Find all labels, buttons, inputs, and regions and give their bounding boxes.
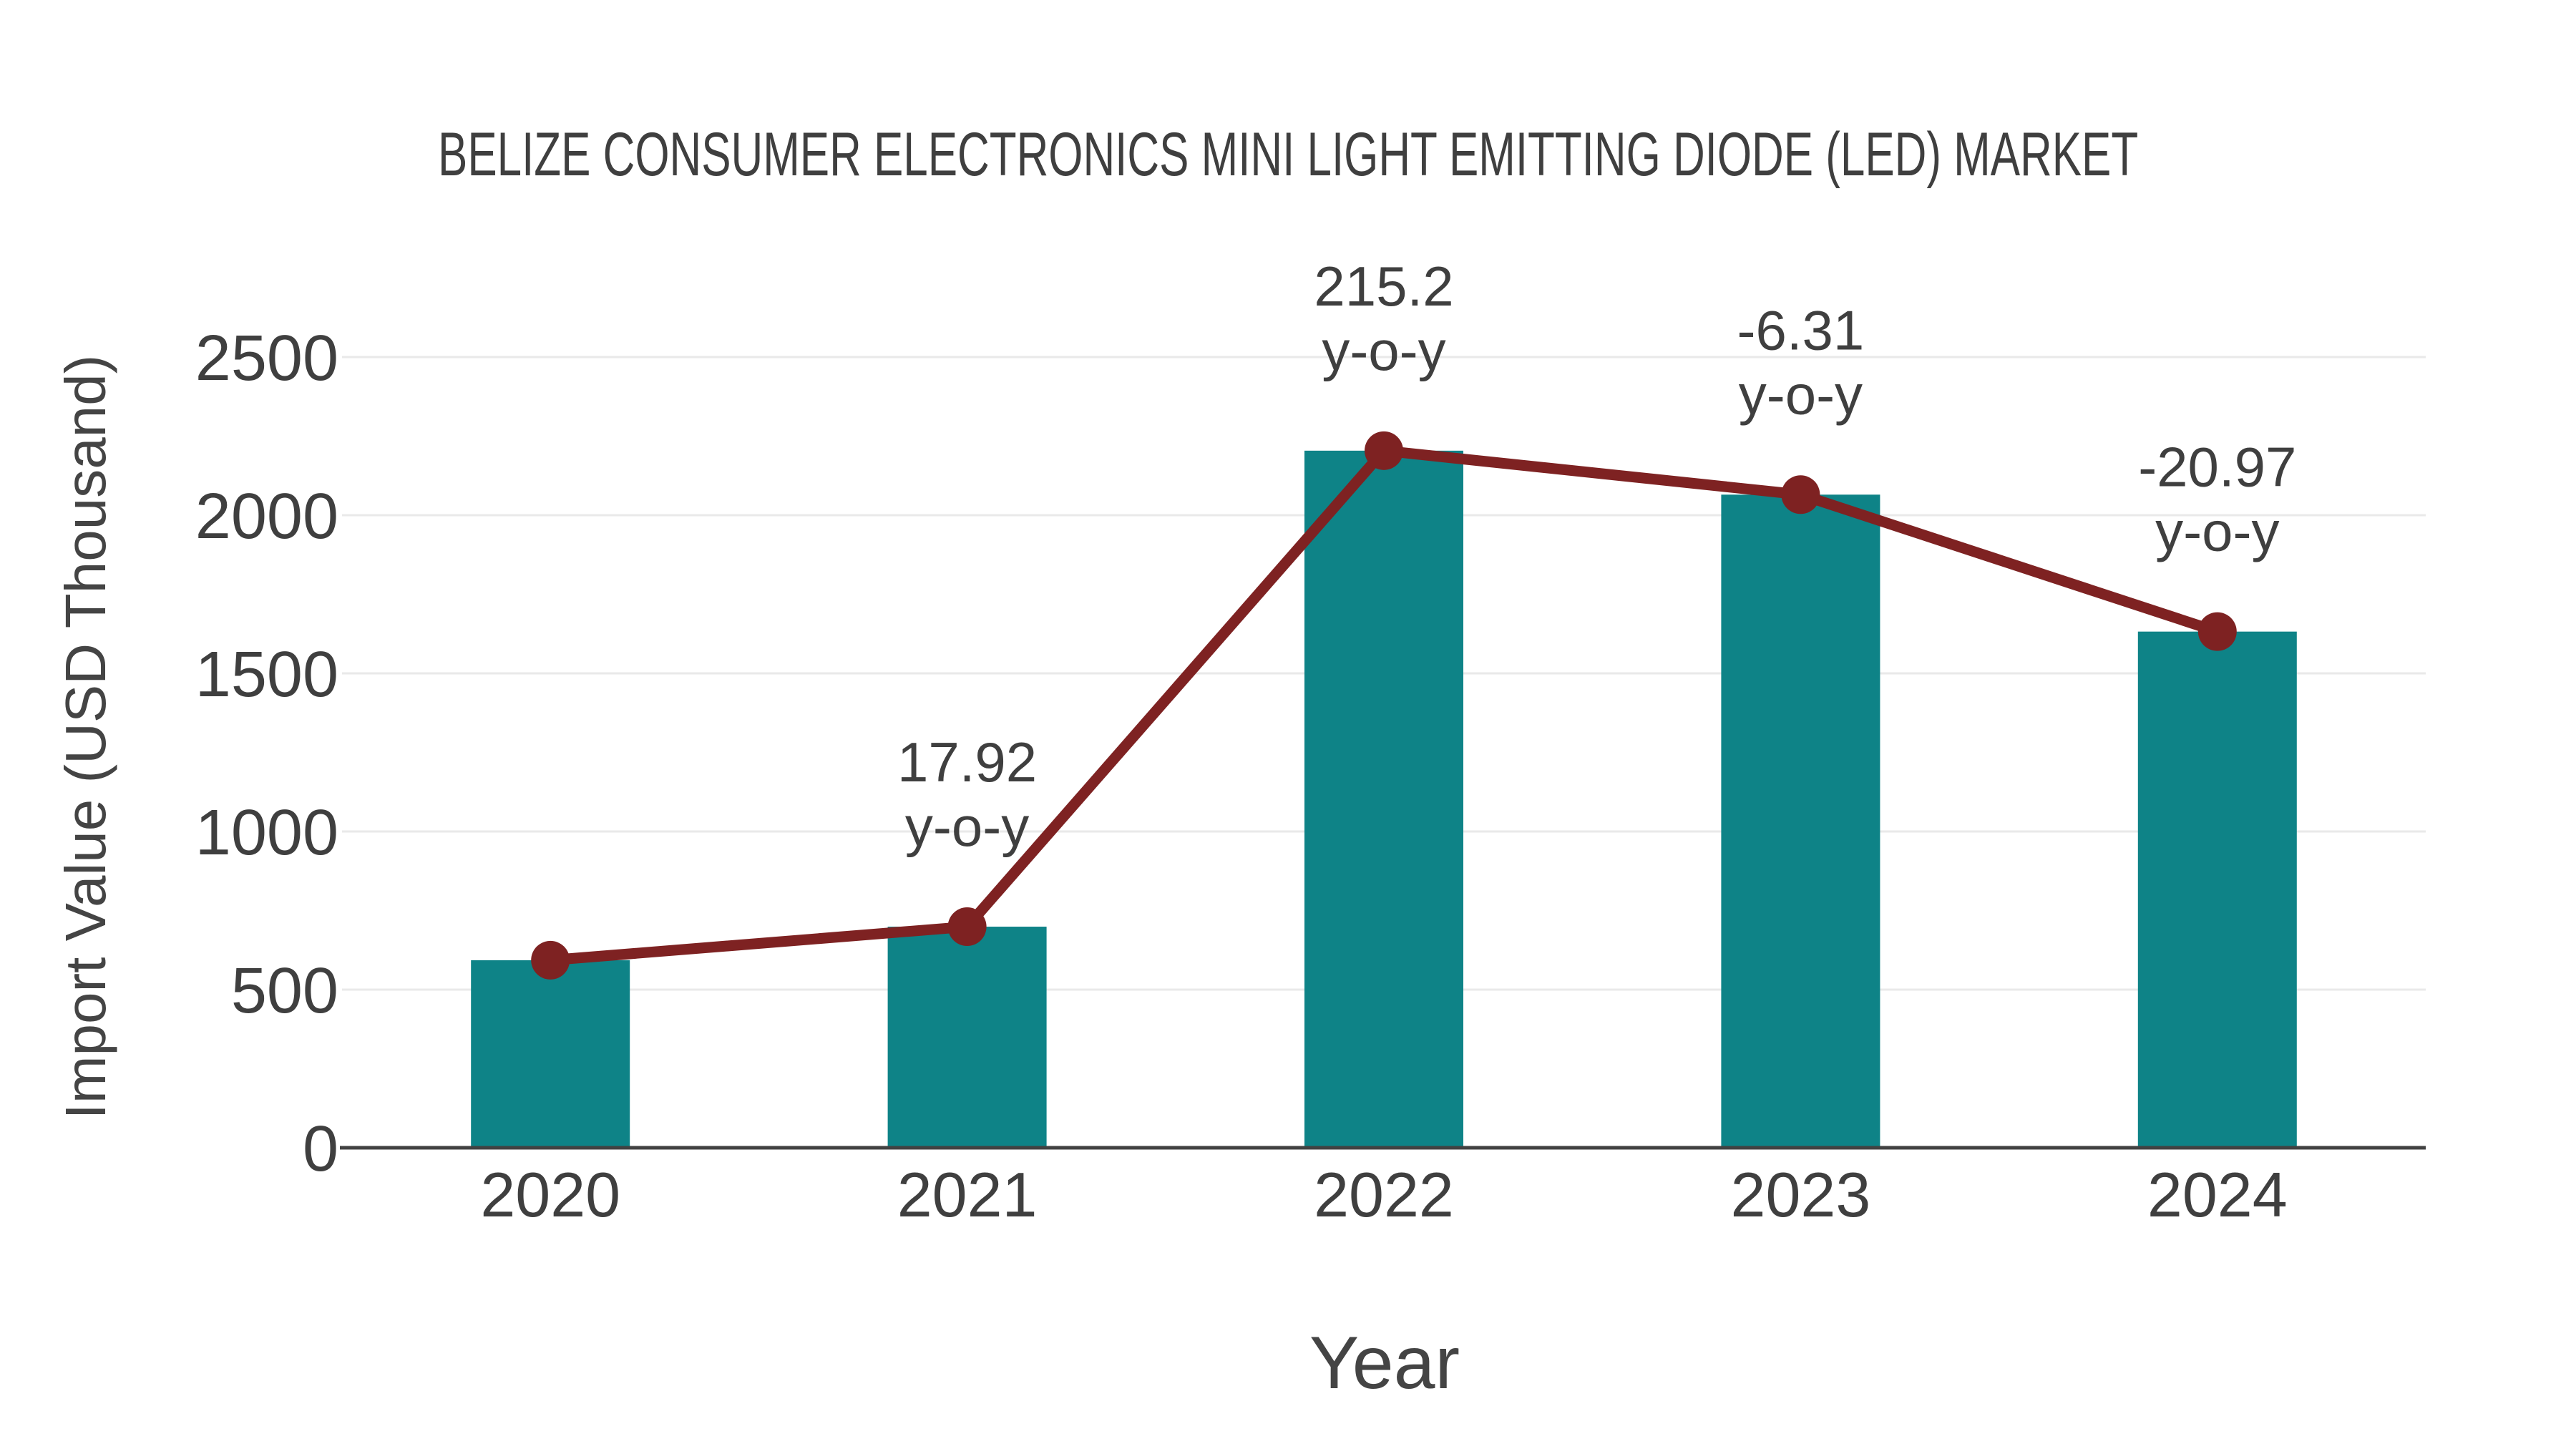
y-tick-label: 2500 [195, 323, 338, 394]
annotation-value: 215.2 [1314, 255, 1453, 318]
x-tick-label: 2020 [480, 1159, 620, 1230]
annotation-value: -6.31 [1737, 298, 1865, 361]
x-tick-label: 2021 [897, 1159, 1038, 1230]
data-point-marker [1781, 475, 1820, 514]
trend-line-group [531, 431, 2237, 980]
chart-title: BELIZE CONSUMER ELECTRONICS MINI LIGHT E… [0, 124, 2576, 185]
tick-labels-group: 0 500 1000 1500 2000 2500 2020 2021 2022 2023 2024 [195, 323, 2288, 1230]
annotation-value: 17.92 [897, 731, 1037, 794]
data-point-marker [947, 907, 987, 947]
data-point-marker [2197, 612, 2237, 651]
annotation-value: -20.97 [2138, 436, 2296, 499]
bar [2137, 631, 2297, 1148]
y-tick-label: 500 [231, 955, 338, 1027]
bar [1304, 450, 1463, 1148]
data-point-marker [1365, 431, 1403, 470]
y-tick-label: 2000 [195, 481, 338, 552]
y-tick-label: 0 [303, 1113, 338, 1185]
annotation-suffix: y-o-y [1322, 319, 1445, 382]
bar [887, 927, 1047, 1148]
x-tick-label: 2023 [1731, 1159, 1871, 1230]
y-tick-label: 1500 [195, 639, 338, 711]
annotation-suffix: y-o-y [905, 795, 1029, 858]
bar [1721, 494, 1880, 1148]
bars-group [471, 450, 2297, 1148]
chart-title-text: BELIZE CONSUMER ELECTRONICS MINI LIGHT E… [437, 120, 2139, 189]
annotation-suffix: y-o-y [1739, 363, 1863, 426]
x-tick-label: 2024 [2147, 1159, 2288, 1230]
annotation-suffix: y-o-y [2155, 500, 2279, 563]
data-point-marker [531, 940, 570, 980]
x-axis-title: Year [1309, 1322, 1460, 1405]
bar [471, 960, 630, 1148]
y-tick-label: 1000 [195, 797, 338, 869]
x-tick-label: 2022 [1314, 1159, 1454, 1230]
